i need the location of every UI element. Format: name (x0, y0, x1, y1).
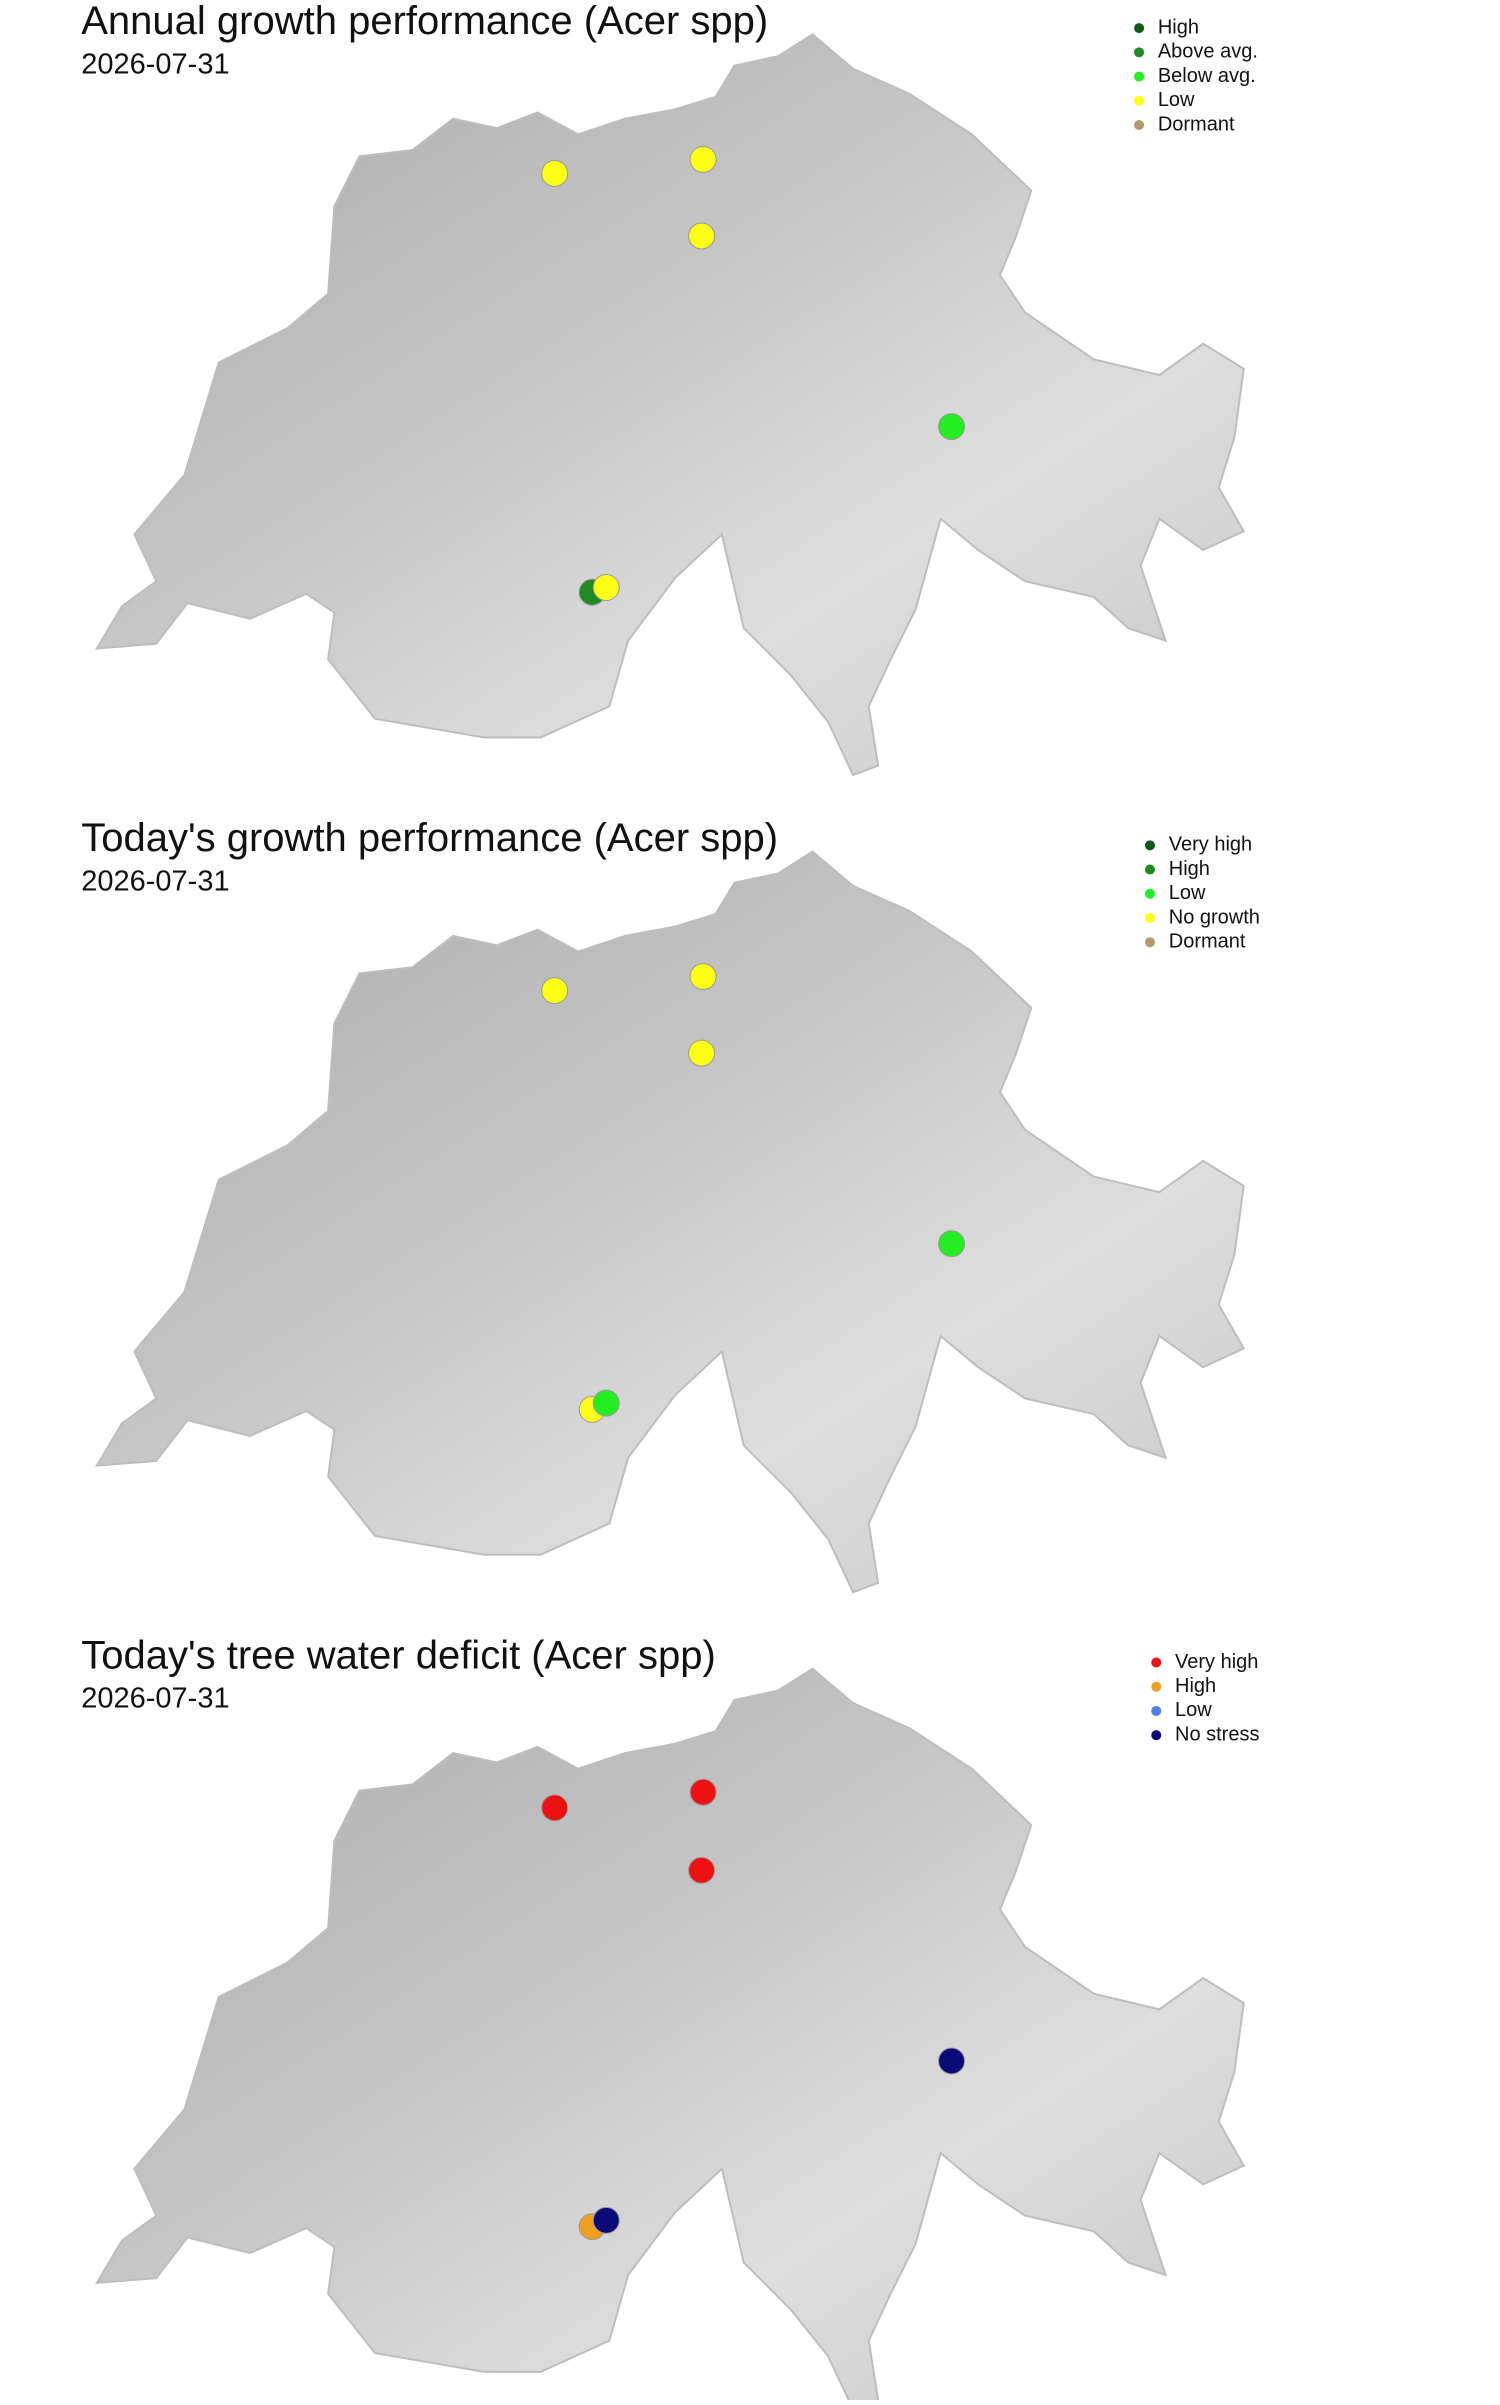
panel-title: Annual growth performance (Acer spp) (81, 0, 768, 43)
legend-swatch (1145, 888, 1155, 899)
legend-swatch (1151, 1681, 1162, 1692)
country-relief (95, 1667, 1246, 2405)
legend-swatch (1134, 120, 1145, 130)
legend-swatch (1145, 840, 1155, 851)
legend-label: High (1169, 858, 1210, 880)
legend-label: Very high (1175, 1651, 1258, 1673)
legend-swatch (1134, 95, 1145, 106)
legend-label: Low (1175, 1699, 1212, 1721)
panel-date: 2026-07-31 (81, 48, 229, 80)
legend-label: No growth (1169, 906, 1260, 928)
legend-label: Dormant (1169, 930, 1246, 952)
panel-date: 2026-07-31 (81, 865, 229, 897)
panel-date: 2026-07-31 (81, 1683, 229, 1715)
station-point (592, 1389, 620, 1417)
station-point (688, 1856, 716, 1884)
station-point (689, 963, 717, 991)
station-point (541, 977, 569, 1005)
station-point (938, 1230, 966, 1258)
legend-label: Low (1169, 882, 1206, 904)
legend-swatch (1151, 1705, 1162, 1716)
station-point (938, 2047, 966, 2075)
station-point (688, 222, 716, 250)
map-panel: Annual growth performance (Acer spp) 2026… (81, 0, 1258, 777)
legend-swatch (1134, 71, 1145, 82)
country-relief (95, 33, 1246, 777)
station-point (592, 2206, 620, 2234)
legend-label: Low (1158, 89, 1195, 111)
panel-title: Today's growth performance (Acer spp) (81, 816, 778, 860)
station-point (689, 1778, 717, 1806)
station-point (592, 574, 620, 601)
country-relief (95, 850, 1246, 1594)
station-point (688, 1039, 716, 1067)
legend-label: Dormant (1158, 113, 1235, 135)
legend-swatch (1145, 864, 1155, 875)
legend-label: Below avg. (1158, 65, 1256, 87)
legend-label: High (1175, 1675, 1216, 1697)
panel-title: Today's tree water deficit (Acer spp) (81, 1633, 716, 1677)
map-panel: Today's growth performance (Acer spp) 202… (81, 816, 1260, 1594)
legend-swatch (1145, 912, 1155, 923)
legend-swatch (1151, 1657, 1162, 1668)
legend-label: Very high (1169, 834, 1252, 856)
station-point (938, 413, 966, 441)
legend-label: Above avg. (1158, 41, 1258, 63)
legend-swatch (1151, 1730, 1162, 1741)
legend-label: No stress (1175, 1723, 1259, 1745)
station-point (541, 1794, 569, 1822)
legend-swatch (1134, 47, 1145, 58)
station-point (689, 145, 717, 173)
station-point (541, 159, 569, 187)
legend-swatch (1145, 937, 1155, 948)
map-panel: Today's tree water deficit (Acer spp) 202… (81, 1633, 1259, 2405)
legend-swatch (1134, 23, 1145, 34)
legend-label: High (1158, 16, 1199, 38)
